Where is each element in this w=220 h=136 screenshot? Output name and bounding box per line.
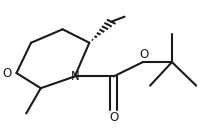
Text: O: O — [109, 111, 118, 124]
Text: O: O — [3, 67, 12, 80]
Text: N: N — [70, 70, 79, 83]
Text: O: O — [139, 48, 148, 61]
